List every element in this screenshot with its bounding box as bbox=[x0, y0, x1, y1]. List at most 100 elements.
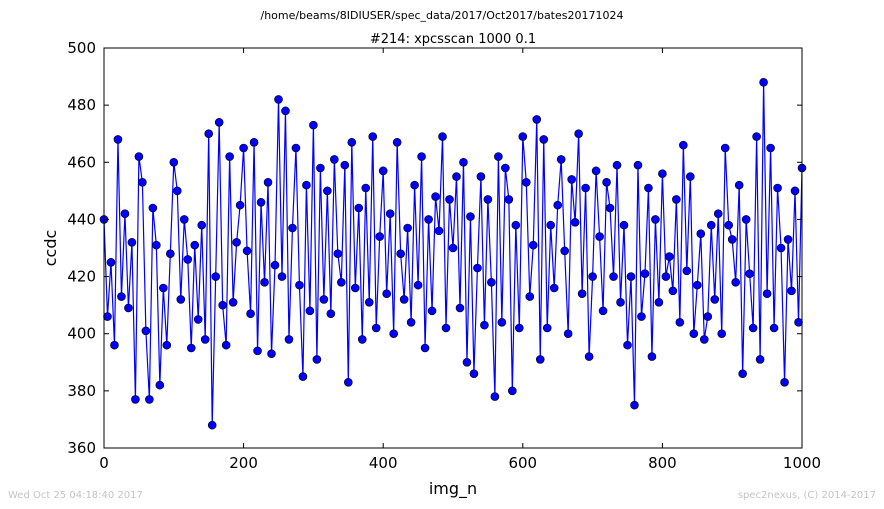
data-point bbox=[148, 203, 158, 213]
data-point bbox=[577, 289, 587, 299]
data-point bbox=[256, 197, 266, 207]
data-point bbox=[253, 346, 262, 356]
y-tick-label: 400 bbox=[67, 325, 96, 343]
data-point bbox=[343, 377, 353, 387]
data-point bbox=[431, 192, 440, 201]
data-point bbox=[242, 246, 252, 256]
data-point bbox=[176, 295, 186, 304]
data-point bbox=[591, 166, 601, 176]
data-point bbox=[427, 306, 437, 316]
y-tick-label: 460 bbox=[67, 153, 96, 171]
footer-timestamp: Wed Oct 25 04:18:40 2017 bbox=[8, 490, 143, 501]
data-point bbox=[246, 309, 255, 319]
data-point bbox=[717, 329, 727, 339]
data-point bbox=[731, 277, 740, 287]
data-point bbox=[703, 312, 713, 321]
data-point bbox=[682, 266, 692, 276]
data-point bbox=[270, 260, 280, 270]
data-point bbox=[274, 95, 283, 104]
data-point bbox=[284, 335, 294, 344]
data-point bbox=[738, 369, 747, 379]
x-tick-label: 200 bbox=[229, 454, 258, 472]
data-point bbox=[263, 177, 273, 187]
data-point bbox=[563, 329, 573, 339]
y-axis-label: ccdc bbox=[41, 230, 60, 267]
data-point bbox=[117, 292, 126, 301]
data-point bbox=[605, 203, 615, 213]
data-point bbox=[724, 220, 734, 230]
footer-credit: spec2nexus, (C) 2014-2017 bbox=[738, 490, 876, 501]
data-point bbox=[616, 297, 625, 307]
data-point bbox=[452, 172, 461, 181]
data-point bbox=[679, 140, 688, 150]
axes: 0 200 400 600 800 1000 360 380 400 420 440 460 480 50… bbox=[67, 39, 821, 472]
data-point bbox=[382, 289, 391, 299]
data-point bbox=[647, 352, 657, 361]
data-point bbox=[152, 240, 161, 250]
data-point bbox=[783, 235, 793, 244]
data-point bbox=[312, 355, 322, 364]
data-point bbox=[720, 143, 730, 153]
data-point bbox=[232, 237, 241, 247]
data-point bbox=[399, 295, 409, 304]
data-point bbox=[218, 300, 227, 310]
data-point bbox=[291, 143, 301, 153]
data-point bbox=[710, 295, 720, 304]
y-tick-label: 380 bbox=[67, 382, 96, 400]
plot-frame bbox=[103, 47, 803, 449]
y-tick-label: 360 bbox=[67, 439, 96, 457]
data-point bbox=[773, 183, 782, 193]
data-point bbox=[483, 195, 493, 204]
data-point bbox=[654, 297, 664, 307]
data-point bbox=[745, 269, 754, 279]
data-point bbox=[288, 223, 297, 233]
data-point bbox=[595, 232, 604, 241]
data-point bbox=[762, 289, 772, 299]
data-point bbox=[574, 129, 583, 139]
data-point bbox=[535, 355, 545, 364]
data-point bbox=[462, 357, 472, 367]
data-point bbox=[197, 220, 207, 230]
data-point bbox=[556, 155, 566, 164]
data-point bbox=[602, 177, 611, 187]
data-point bbox=[525, 292, 535, 301]
data-point bbox=[214, 117, 224, 127]
y-tick-label: 500 bbox=[67, 39, 96, 57]
data-point bbox=[131, 395, 140, 404]
data-point bbox=[734, 180, 744, 190]
data-point bbox=[249, 137, 259, 147]
y-tick-label: 480 bbox=[67, 96, 96, 114]
data-point bbox=[145, 395, 154, 404]
data-point bbox=[459, 157, 468, 167]
data-point bbox=[445, 195, 454, 204]
data-point bbox=[403, 223, 412, 233]
data-point bbox=[518, 132, 528, 141]
data-point bbox=[298, 372, 308, 381]
data-point bbox=[584, 352, 594, 361]
data-point bbox=[417, 152, 426, 161]
data-point bbox=[368, 132, 378, 141]
data-point bbox=[598, 306, 608, 316]
data-point bbox=[692, 280, 702, 290]
data-point bbox=[319, 295, 329, 304]
data-point bbox=[549, 283, 559, 293]
data-point bbox=[434, 226, 444, 236]
data-point bbox=[706, 220, 716, 230]
data-point bbox=[350, 283, 360, 293]
data-point bbox=[267, 349, 276, 359]
data-point bbox=[410, 180, 419, 190]
data-point bbox=[420, 343, 430, 353]
data-point bbox=[323, 186, 332, 196]
data-point bbox=[619, 220, 629, 230]
data-point bbox=[193, 315, 203, 324]
data-point bbox=[567, 175, 576, 184]
data-point bbox=[755, 355, 765, 364]
data-point bbox=[633, 160, 643, 170]
data-point bbox=[438, 132, 447, 141]
data-point bbox=[665, 252, 674, 261]
data-point bbox=[127, 237, 137, 247]
data-point bbox=[511, 220, 521, 230]
data-point bbox=[790, 186, 800, 196]
data-point bbox=[546, 220, 556, 230]
